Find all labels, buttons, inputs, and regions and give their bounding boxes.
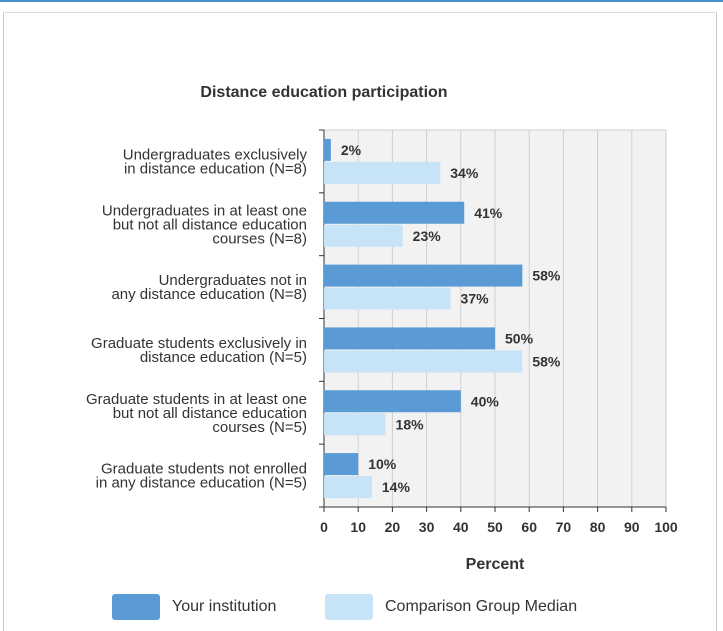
category-label-1-line-0: Undergraduates in at least one [102, 202, 307, 219]
category-label-2-line-1: any distance education (N=8) [111, 286, 307, 303]
data-label-series-0-cat-4: 40% [471, 393, 500, 409]
legend-swatch-your-institution [112, 594, 160, 620]
x-tick-label-60: 60 [521, 519, 537, 535]
x-tick-label-80: 80 [590, 519, 606, 535]
top-border-line [0, 0, 723, 2]
bar-series-1-cat-2 [324, 287, 451, 310]
bar-series-0-cat-4 [324, 390, 461, 413]
category-label-1-line-1: but not all distance education [113, 216, 307, 233]
category-label-0-line-1: in distance education (N=8) [124, 160, 307, 177]
x-tick-label-70: 70 [556, 519, 572, 535]
data-label-series-1-cat-4: 18% [396, 416, 425, 432]
x-tick-label-40: 40 [453, 519, 469, 535]
data-label-series-0-cat-5: 10% [368, 456, 397, 472]
bar-series-1-cat-0 [324, 161, 441, 184]
data-label-series-0-cat-2: 58% [532, 268, 561, 284]
category-label-2-line-0: Undergraduates not in [159, 272, 307, 289]
x-tick-label-20: 20 [385, 519, 401, 535]
x-tick-label-30: 30 [419, 519, 435, 535]
category-label-5-line-1: in any distance education (N=5) [96, 475, 307, 492]
category-label-4-line-2: courses (N=5) [212, 419, 307, 436]
category-label-5-line-0: Graduate students not enrolled [101, 461, 307, 478]
category-label-0-line-0: Undergraduates exclusively [123, 146, 308, 163]
bar-series-1-cat-5 [324, 476, 372, 499]
legend-item-your-institution[interactable]: Your institution [112, 592, 276, 622]
chart-panel [3, 12, 717, 631]
bar-series-1-cat-3 [324, 350, 523, 373]
bar-series-1-cat-1 [324, 224, 403, 247]
bar-series-0-cat-0 [324, 138, 331, 161]
data-label-series-1-cat-1: 23% [413, 228, 442, 244]
data-label-series-1-cat-3: 58% [532, 353, 561, 369]
chart-title: Distance education participation [200, 84, 447, 101]
category-label-1-line-2: courses (N=8) [212, 230, 307, 247]
bar-series-0-cat-2 [324, 264, 523, 287]
bar-series-0-cat-1 [324, 201, 465, 224]
x-tick-label-0: 0 [320, 519, 328, 535]
x-tick-label-90: 90 [624, 519, 640, 535]
x-tick-label-100: 100 [654, 519, 678, 535]
legend-label-your-institution: Your institution [172, 598, 277, 615]
x-tick-label-10: 10 [350, 519, 366, 535]
bar-series-0-cat-3 [324, 327, 495, 350]
category-label-4-line-0: Graduate students in at least one [86, 391, 307, 408]
legend-label-comparison-group-median: Comparison Group Median [385, 598, 578, 615]
legend-swatch-comparison-group-median [325, 594, 373, 620]
x-tick-label-50: 50 [487, 519, 503, 535]
data-label-series-1-cat-2: 37% [461, 291, 490, 307]
data-label-series-0-cat-1: 41% [474, 205, 503, 221]
bar-series-0-cat-5 [324, 453, 359, 476]
category-label-4-line-1: but not all distance education [113, 405, 307, 422]
data-label-series-0-cat-0: 2% [341, 142, 362, 158]
bar-series-1-cat-4 [324, 413, 386, 436]
data-label-series-1-cat-0: 34% [450, 165, 479, 181]
category-label-3-line-0: Graduate students exclusively in [91, 335, 307, 352]
data-label-series-0-cat-3: 50% [505, 330, 534, 346]
category-label-3-line-1: distance education (N=5) [140, 349, 307, 366]
x-axis-label: Percent [466, 556, 525, 573]
data-label-series-1-cat-5: 14% [382, 479, 411, 495]
legend-item-comparison-group-median[interactable]: Comparison Group Median [325, 592, 577, 622]
